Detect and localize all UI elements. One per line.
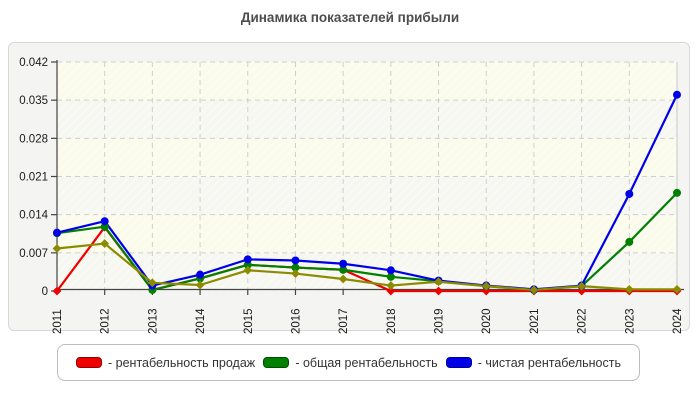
legend-item-label: - чистая рентабельность bbox=[477, 355, 621, 370]
svg-text:0.028: 0.028 bbox=[19, 133, 48, 145]
svg-text:2023: 2023 bbox=[624, 308, 636, 334]
svg-text:2021: 2021 bbox=[529, 308, 541, 334]
svg-text:2014: 2014 bbox=[195, 308, 207, 334]
chart-title: Динамика показателей прибыли bbox=[240, 10, 460, 25]
legend-marker-sales-icon bbox=[76, 357, 102, 368]
legend-item-sales-profitability: - рентабельность продаж bbox=[76, 356, 255, 370]
svg-text:2022: 2022 bbox=[577, 308, 589, 334]
svg-text:2015: 2015 bbox=[243, 308, 255, 334]
svg-text:2016: 2016 bbox=[290, 308, 302, 334]
svg-text:2018: 2018 bbox=[386, 308, 398, 334]
legend: - рентабельность продаж - общая рентабел… bbox=[57, 344, 640, 381]
svg-text:2019: 2019 bbox=[434, 308, 446, 334]
svg-text:2012: 2012 bbox=[100, 308, 112, 334]
svg-text:0.007: 0.007 bbox=[19, 248, 48, 260]
svg-text:0.035: 0.035 bbox=[19, 95, 48, 107]
svg-text:0: 0 bbox=[42, 286, 48, 298]
legend-item-net-profitability: - чистая рентабельность bbox=[445, 355, 621, 370]
svg-text:0.014: 0.014 bbox=[19, 210, 48, 222]
legend-marker-total-icon bbox=[263, 357, 290, 368]
svg-text:0.021: 0.021 bbox=[19, 172, 48, 184]
svg-text:2024: 2024 bbox=[672, 308, 684, 334]
legend-item-label: - рентабельность продаж bbox=[108, 355, 256, 370]
svg-text:2011: 2011 bbox=[52, 309, 64, 334]
svg-text:2017: 2017 bbox=[338, 308, 350, 334]
svg-text:2013: 2013 bbox=[147, 308, 159, 334]
legend-item-total-profitability: - общая рентабельность bbox=[263, 355, 438, 370]
legend-marker-net-icon bbox=[445, 357, 472, 368]
legend-item-label: - общая рентабельность bbox=[295, 355, 438, 370]
svg-text:0.042: 0.042 bbox=[19, 57, 48, 69]
line-chart: 0 0.007 0.014 0.021 0.028 0.035 0.042 2011 2012 2… bbox=[19, 57, 684, 334]
svg-text:2020: 2020 bbox=[481, 308, 493, 334]
